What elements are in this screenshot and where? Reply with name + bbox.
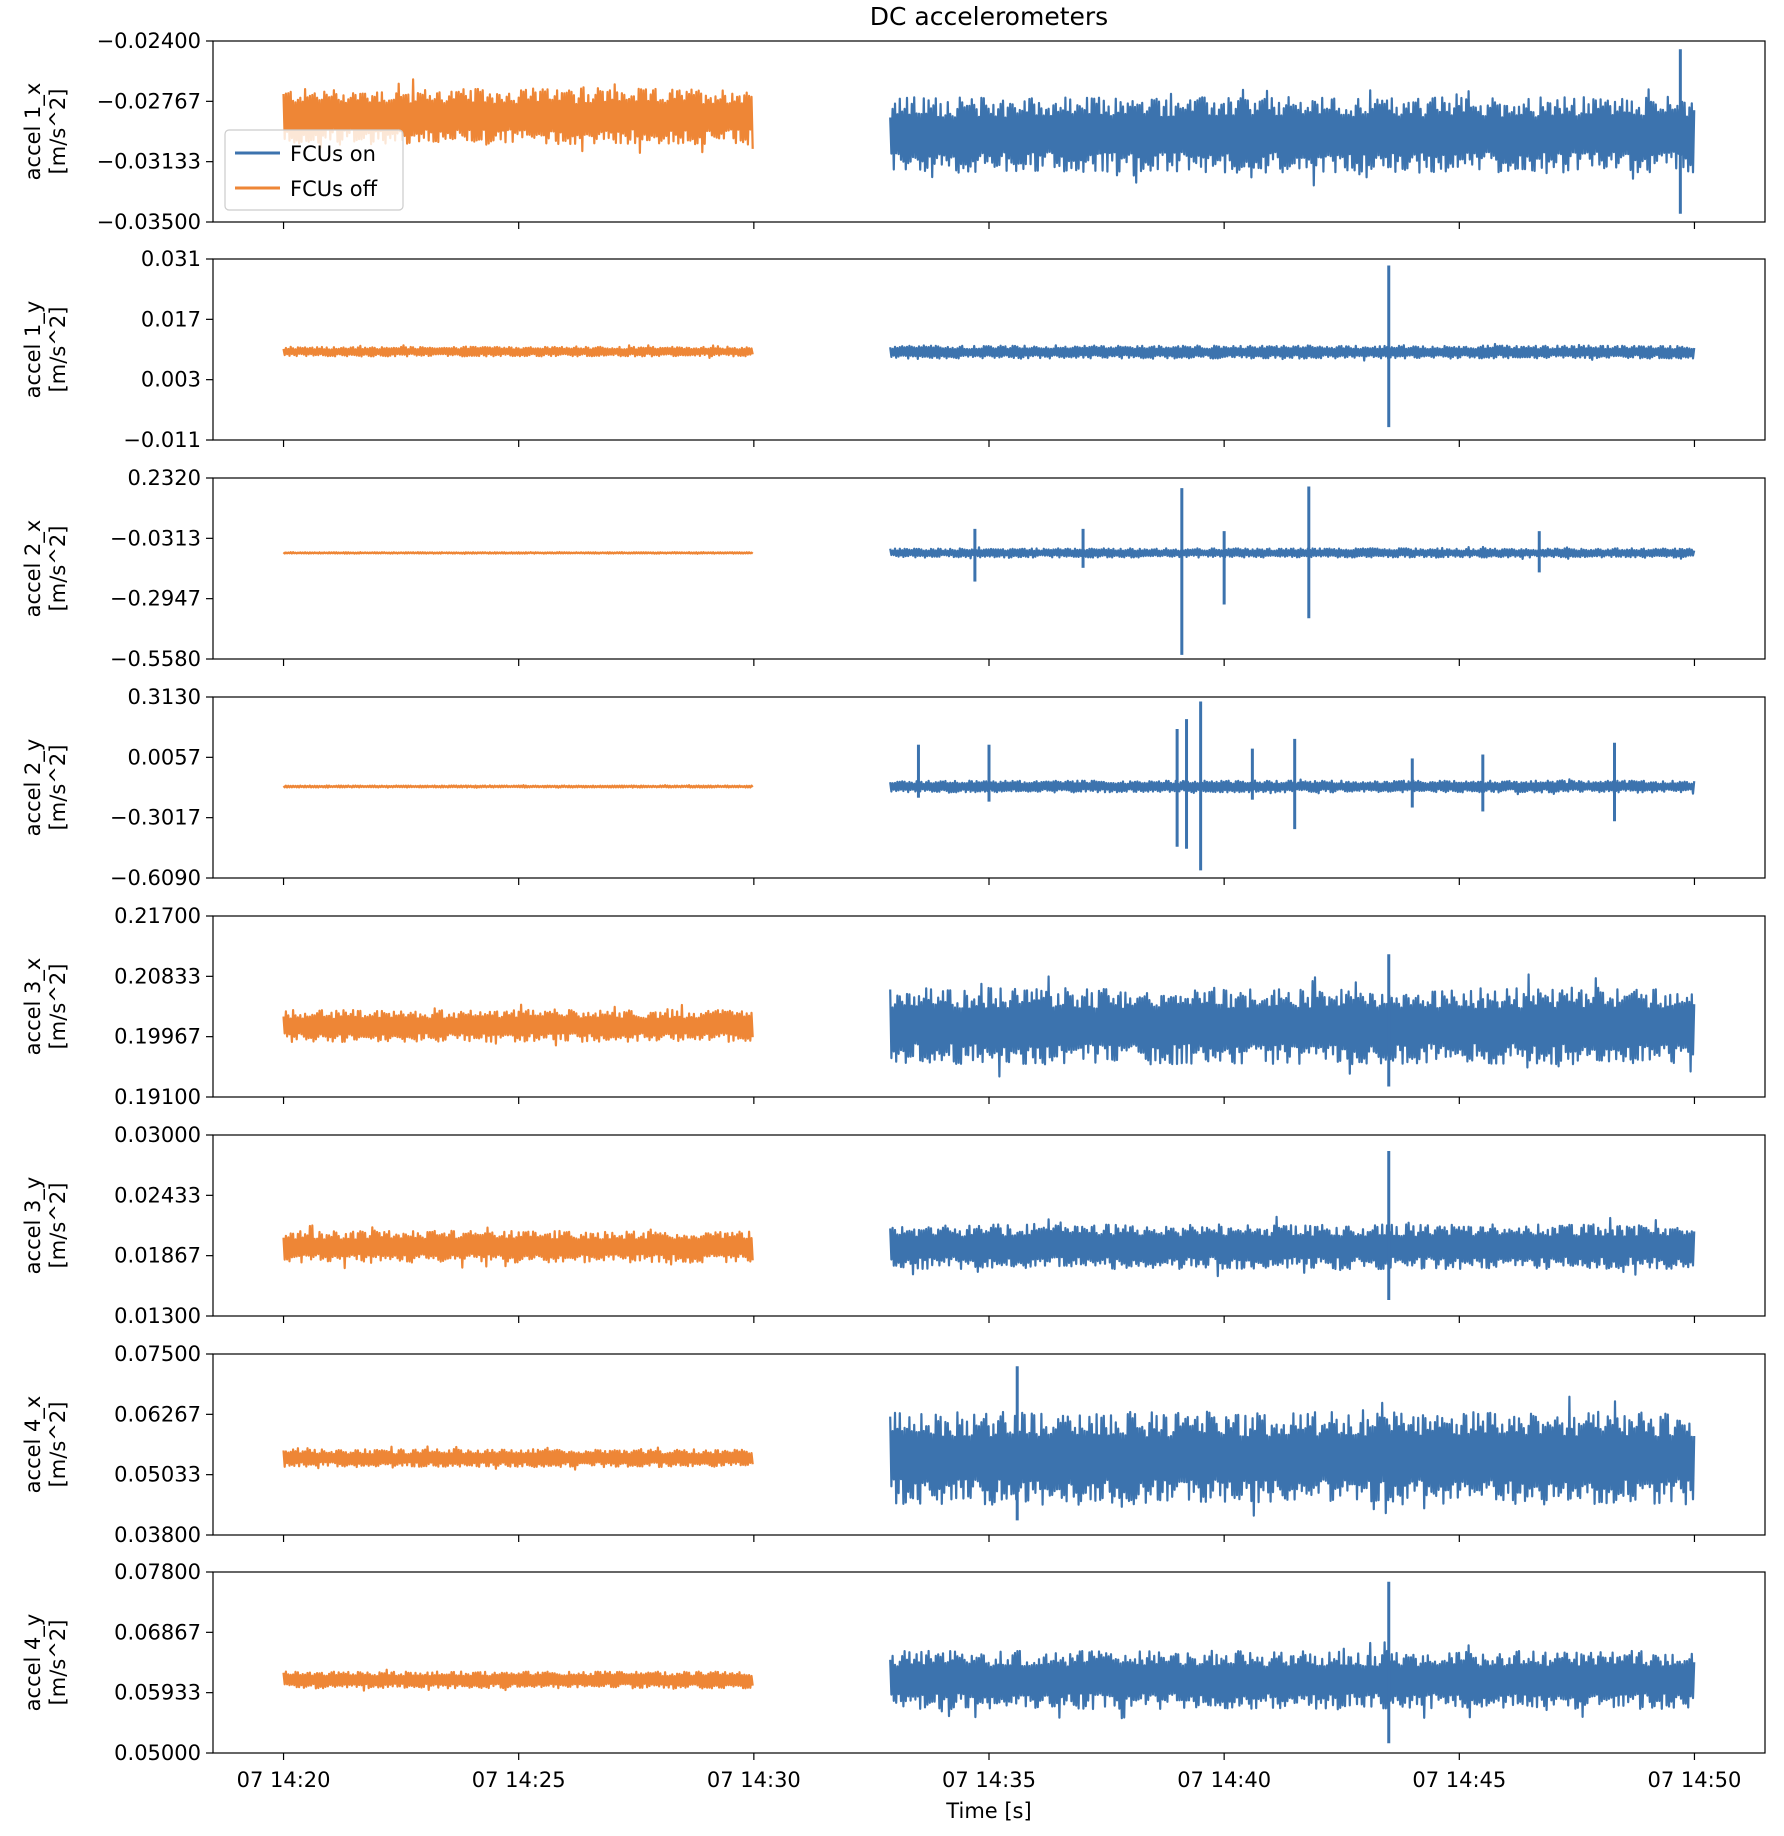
panel-5: 0.21700 0.20833 0.19967 0.19100 accel 3_x [m/… xyxy=(21,904,1766,1109)
y-tick-label: 0.20833 xyxy=(114,964,201,988)
series-line-fcus-on xyxy=(889,973,1696,1078)
y-tick-label: 0.01300 xyxy=(114,1304,201,1328)
panel-frame xyxy=(212,477,1766,660)
series-line-fcus-off xyxy=(282,344,754,359)
chart-title: DC accelerometers xyxy=(870,2,1108,31)
x-tick-label: 07 14:30 xyxy=(707,1768,801,1792)
y-axis-unit: [m/s^2] xyxy=(46,1620,70,1706)
series-line-fcus-off xyxy=(282,1668,754,1692)
y-tick-label: −0.3017 xyxy=(110,806,201,830)
y-tick-label: 0.07500 xyxy=(114,1342,201,1366)
y-tick-label: 0.19100 xyxy=(114,1085,201,1109)
x-tick-label: 07 14:45 xyxy=(1412,1768,1506,1792)
y-axis-label: accel 3_x xyxy=(21,958,46,1056)
y-tick-label: 0.3130 xyxy=(128,685,201,709)
y-axis-unit: [m/s^2] xyxy=(46,1402,70,1488)
y-tick-label: 0.03800 xyxy=(114,1523,201,1547)
x-tick-label: 07 14:25 xyxy=(472,1768,566,1792)
y-tick-label: 0.19967 xyxy=(114,1025,201,1049)
y-axis-unit: [m/s^2] xyxy=(46,526,70,612)
y-tick-label: −0.03500 xyxy=(97,210,201,234)
series-line-fcus-off xyxy=(282,784,754,789)
x-tick-label: 07 14:20 xyxy=(237,1768,331,1792)
y-axis-label: accel 1_y xyxy=(21,301,46,399)
y-tick-label: 0.02433 xyxy=(114,1183,201,1207)
series-line-fcus-on xyxy=(889,1641,1696,1720)
y-tick-label: −0.5580 xyxy=(110,647,201,671)
series-line-fcus-off xyxy=(282,1224,754,1270)
series-line-fcus-on xyxy=(889,88,1696,187)
panels: −0.02400 −0.02767 −0.03133 −0.03500 accel 1_… xyxy=(21,29,1766,1792)
panel-6: 0.03000 0.02433 0.01867 0.01300 accel 3_y [m/… xyxy=(21,1123,1766,1328)
y-tick-label: −0.011 xyxy=(123,428,201,452)
series-line-fcus-on xyxy=(889,778,1696,796)
y-tick-label: 0.05033 xyxy=(114,1463,201,1487)
y-axis-unit: [m/s^2] xyxy=(46,89,70,175)
y-tick-label: 0.05000 xyxy=(114,1741,201,1765)
y-axis-unit: [m/s^2] xyxy=(46,1183,70,1269)
series-line-fcus-on xyxy=(889,1395,1696,1517)
legend-label: FCUs off xyxy=(290,177,378,201)
panel-4: 0.3130 0.0057 −0.3017 −0.6090 accel 2_y [m/s^… xyxy=(21,685,1766,890)
panel-3: 0.2320 −0.0313 −0.2947 −0.5580 accel 2_x [m/s… xyxy=(21,466,1766,671)
y-tick-label: −0.2947 xyxy=(110,587,201,611)
panel-frame xyxy=(212,1134,1766,1317)
y-tick-label: 0.07800 xyxy=(114,1560,201,1584)
y-axis-label: accel 4_x xyxy=(21,1396,46,1494)
x-tick-label: 07 14:50 xyxy=(1647,1768,1741,1792)
y-tick-label: 0.2320 xyxy=(128,466,201,490)
y-tick-label: 0.01867 xyxy=(114,1244,201,1268)
y-tick-label: 0.03000 xyxy=(114,1123,201,1147)
series-line-fcus-off xyxy=(282,1445,754,1471)
y-axis-label: accel 1_x xyxy=(21,83,46,181)
y-tick-label: 0.06867 xyxy=(114,1620,201,1644)
legend-label: FCUs on xyxy=(290,142,376,166)
y-tick-label: −0.6090 xyxy=(110,866,201,890)
panel-8: 0.07800 0.06867 0.05933 0.05000 07 14:20 07 1… xyxy=(21,1560,1766,1792)
panel-2: 0.031 0.017 0.003 −0.011 accel 1_y [m/s^2] xyxy=(21,247,1766,452)
series-line-fcus-on xyxy=(889,342,1696,362)
y-axis-unit: [m/s^2] xyxy=(46,745,70,831)
y-tick-label: 0.031 xyxy=(141,247,201,271)
series-line-fcus-on xyxy=(889,1215,1696,1278)
x-axis-label: Time [s] xyxy=(945,1799,1031,1823)
series-line-fcus-off xyxy=(282,1003,754,1047)
y-axis-label: accel 2_y xyxy=(21,739,46,837)
legend-box xyxy=(224,129,404,211)
y-tick-label: 0.05933 xyxy=(114,1681,201,1705)
panel-7: 0.07500 0.06267 0.05033 0.03800 accel 4_x [m/… xyxy=(21,1342,1766,1547)
y-tick-label: 0.003 xyxy=(141,368,201,392)
y-axis-unit: [m/s^2] xyxy=(46,964,70,1050)
y-tick-label: 0.0057 xyxy=(128,745,201,769)
y-axis-label: accel 4_y xyxy=(21,1614,46,1712)
y-tick-label: −0.0313 xyxy=(110,526,201,550)
y-tick-label: −0.03133 xyxy=(97,150,201,174)
y-tick-label: −0.02400 xyxy=(97,29,201,53)
series-line-fcus-off xyxy=(282,551,754,555)
y-axis-label: accel 3_y xyxy=(21,1177,46,1275)
series-line-fcus-on xyxy=(889,545,1696,560)
x-tick-label: 07 14:35 xyxy=(942,1768,1036,1792)
legend: FCUs on FCUs off xyxy=(224,129,404,211)
y-tick-label: 0.06267 xyxy=(114,1402,201,1426)
y-axis-label: accel 2_x xyxy=(21,520,46,618)
y-tick-label: −0.02767 xyxy=(97,89,201,113)
y-tick-label: 0.21700 xyxy=(114,904,201,928)
x-tick-label: 07 14:40 xyxy=(1177,1768,1271,1792)
y-tick-label: 0.017 xyxy=(141,307,201,331)
y-axis-unit: [m/s^2] xyxy=(46,307,70,393)
